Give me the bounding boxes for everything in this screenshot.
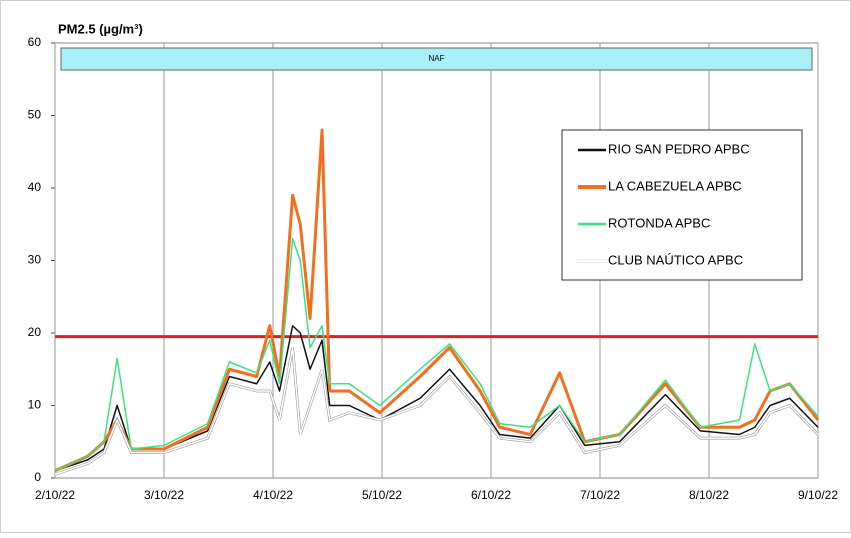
legend-label: ROTONDA APBC (608, 215, 710, 230)
y-tick-label: 50 (28, 108, 42, 122)
y-tick-label: 40 (28, 180, 42, 194)
y-tick-label: 0 (34, 470, 41, 484)
legend-label: CLUB NAÚTICO APBC (608, 252, 743, 267)
x-tick-label: 8/10/22 (689, 488, 729, 502)
x-tick-label: 5/10/22 (362, 488, 402, 502)
legend-label: RIO SAN PEDRO APBC (608, 141, 750, 156)
x-tick-label: 6/10/22 (471, 488, 511, 502)
y-tick-label: 10 (28, 398, 42, 412)
y-tick-label: 20 (28, 325, 42, 339)
series-line (54, 238, 819, 472)
band (60, 47, 813, 71)
y-tick-label: 60 (28, 35, 42, 49)
y-tick-label: 30 (28, 253, 42, 267)
x-tick-label: 2/10/22 (35, 488, 75, 502)
band-label: NAF (429, 54, 445, 63)
legend-label: LA CABEZUELA APBC (608, 178, 742, 193)
x-tick-label: 9/10/22 (798, 488, 838, 502)
x-tick-label: 7/10/22 (580, 488, 620, 502)
legend (561, 129, 803, 281)
x-tick-label: 4/10/22 (253, 488, 293, 502)
series-line (54, 346, 819, 476)
chart-title: PM2.5 (µg/m³) (58, 21, 143, 36)
x-tick-label: 3/10/22 (144, 488, 184, 502)
